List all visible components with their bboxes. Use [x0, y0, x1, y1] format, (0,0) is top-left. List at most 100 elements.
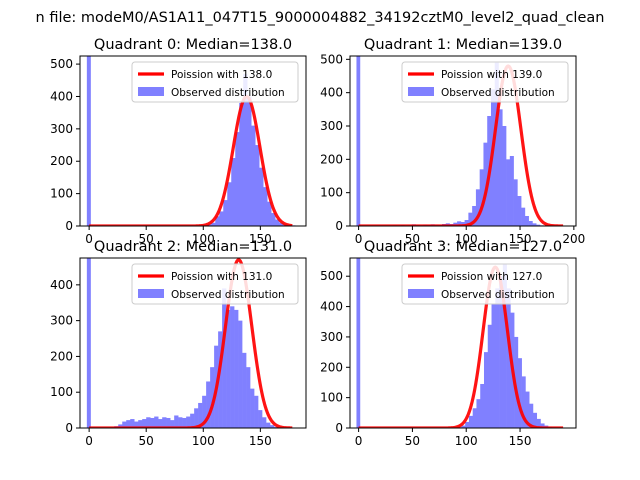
quadrant-2-histogram-bar — [262, 417, 267, 428]
quadrant-0-histogram-bar — [86, 56, 91, 226]
quadrant-3-axes-frame — [349, 257, 577, 429]
quadrant-1-histogram-bar — [453, 222, 458, 226]
quadrant-2-legend-box — [131, 263, 299, 305]
quadrant-1-histogram-bar — [464, 220, 469, 226]
quadrant-2-histogram-bar — [134, 421, 139, 428]
quadrant-0-y-tick-label: 300 — [50, 122, 73, 136]
quadrant-2-legend-hist-label: Observed distribution — [171, 289, 285, 301]
quadrant-2-histogram-bar — [158, 419, 163, 428]
quadrant-0-legend-box — [131, 61, 299, 103]
quadrant-2-y-tick-label: 0 — [65, 421, 73, 435]
quadrant-2-histogram-bar — [138, 420, 143, 428]
quadrant-2-y-tick-label: 200 — [50, 349, 73, 363]
quadrant-1-histogram-bar — [524, 216, 529, 226]
figure-suptitle: n file: modeM0/AS1A11_047T15_9000004882_… — [36, 10, 605, 26]
quadrant-0-histogram-bar — [279, 222, 284, 226]
quadrant-2-histogram-bar — [126, 420, 131, 428]
quadrant-2-histogram-bar — [226, 309, 231, 428]
quadrant-1-legend-fit-label: Poission with 139.0 — [441, 69, 542, 81]
quadrant-1-x-tick-label: 150 — [509, 232, 532, 246]
quadrant-2-axes-frame — [79, 257, 307, 429]
quadrant-0-histogram-bar — [223, 200, 228, 226]
quadrant-3-y-tick-label: 400 — [320, 300, 343, 314]
quadrant-2-histogram-bar — [250, 388, 255, 428]
quadrant-1-histogram-bar — [472, 206, 477, 226]
quadrant-0-histogram-bar — [219, 211, 224, 226]
quadrant-3-histogram-bar — [525, 391, 530, 428]
quadrant-0-histogram-bar — [251, 125, 256, 226]
quadrant-3-histogram-bar — [483, 352, 489, 428]
quadrant-2-x-tick-label: 100 — [192, 434, 215, 448]
quadrant-1-x-tick-label: 100 — [455, 232, 478, 246]
quadrant-1-histogram-bar — [528, 221, 533, 226]
quadrant-2-histogram-bar — [266, 422, 271, 428]
quadrant-0-histogram-bar — [239, 102, 244, 226]
quadrant-2-histogram-bar — [194, 408, 199, 428]
quadrant-3-histogram-bar — [529, 403, 534, 428]
quadrant-2-legend: Poission with 131.0 Observed distribution — [131, 263, 299, 305]
quadrant-3-histogram-bar — [517, 358, 522, 428]
quadrant-3-x-tick-label: 0 — [355, 434, 363, 448]
quadrant-1-title: Quadrant 1: Median=139.0 — [364, 37, 562, 53]
quadrant-2-histogram-bar — [130, 419, 135, 428]
quadrant-2-histogram-bar — [198, 402, 203, 428]
quadrant-3-poisson-fit-line — [357, 265, 564, 428]
quadrant-3-histogram-bar — [356, 258, 361, 428]
quadrant-3-histogram-bar — [476, 399, 481, 428]
quadrant-0-panel: 0 50 100 150 0 100 200 300 400 500 Quadrant 0: Med… — [50, 37, 307, 246]
quadrant-2-histogram-bar — [142, 419, 147, 428]
quadrant-0-histogram-bar — [243, 73, 248, 226]
quadrant-0-histogram-bar — [215, 216, 220, 226]
quadrant-3-y-tick-label: 200 — [320, 360, 343, 374]
quadrant-2-y-tick-label: 400 — [50, 278, 73, 292]
quadrant-2-histogram-bar — [86, 258, 91, 428]
quadrant-0-legend-hist-swatch — [138, 87, 164, 96]
quadrant-1-histogram-bar — [532, 223, 537, 226]
quadrant-3-histogram-bar — [480, 383, 485, 428]
quadrant-3-y-tick-label: 500 — [320, 269, 343, 283]
quadrant-3-y-tick-label: 0 — [335, 421, 343, 435]
quadrant-0-histogram-bar — [207, 224, 212, 226]
quadrant-0-histogram-bar — [255, 145, 260, 226]
quadrant-0-x-tick-label: 0 — [85, 232, 93, 246]
quadrant-3-panel: 0 50 100 150 0 100 200 300 400 500 Quadrant 3: Med… — [320, 239, 577, 448]
quadrant-3-histogram-bar — [502, 264, 507, 428]
quadrant-1-histogram-bar — [457, 221, 462, 226]
quadrant-2-histogram-bar — [274, 426, 279, 428]
quadrant-1-y-tick-label: 100 — [320, 186, 343, 200]
quadrant-0-histogram-bar — [235, 132, 240, 226]
quadrant-1-y-tick-label: 200 — [320, 152, 343, 166]
quadrant-2-histogram-bar — [170, 420, 175, 428]
quadrant-2-y-tick-label: 100 — [50, 385, 73, 399]
quadrant-1-x-tick-label: 50 — [405, 232, 420, 246]
quadrant-1-y-tick-label: 400 — [320, 86, 343, 100]
quadrant-2-title: Quadrant 2: Median=131.0 — [94, 239, 292, 255]
quadrant-3-histogram-bar — [468, 415, 473, 428]
quadrant-2-histogram-bar — [246, 367, 251, 428]
quadrant-2-histogram-bar — [186, 416, 191, 428]
quadrant-1-histogram-bar — [494, 62, 499, 226]
quadrant-1-axes-frame — [349, 55, 577, 227]
quadrant-3-histogram-bar — [536, 418, 541, 428]
quadrant-2-histogram-bar — [118, 424, 123, 428]
quadrant-1-histogram-bar — [475, 189, 480, 226]
quadrant-3-legend-hist-label: Observed distribution — [441, 289, 555, 301]
quadrant-3-legend-box — [401, 263, 569, 305]
quadrant-1-histogram-bar — [483, 142, 488, 226]
quadrant-2-x-tick-label: 0 — [85, 434, 93, 448]
quadrant-0-histogram-bar — [259, 167, 264, 226]
quadrant-0-histogram-bar — [227, 182, 232, 226]
quadrant-3-x-tick-label: 100 — [455, 434, 478, 448]
quadrant-3-histogram-bar — [495, 288, 500, 428]
quadrant-3-legend-fit-label: Poission with 127.0 — [441, 271, 542, 283]
quadrant-2-histogram-bar — [166, 417, 171, 428]
quadrant-3-histogram-bar — [540, 423, 545, 428]
quadrant-3-histogram-bar — [521, 376, 526, 428]
quadrant-3-histogram-bar — [499, 276, 504, 428]
quadrant-1-histogram-bar — [513, 179, 518, 226]
quadrant-0-legend-fit-label: Poission with 138.0 — [171, 69, 272, 81]
quadrant-2-histogram-bar — [182, 417, 187, 428]
quadrant-3-legend-hist-swatch — [408, 289, 434, 298]
quadrant-2-y-tick-label: 300 — [50, 314, 73, 328]
quadrant-0-histogram-bar — [247, 96, 252, 226]
